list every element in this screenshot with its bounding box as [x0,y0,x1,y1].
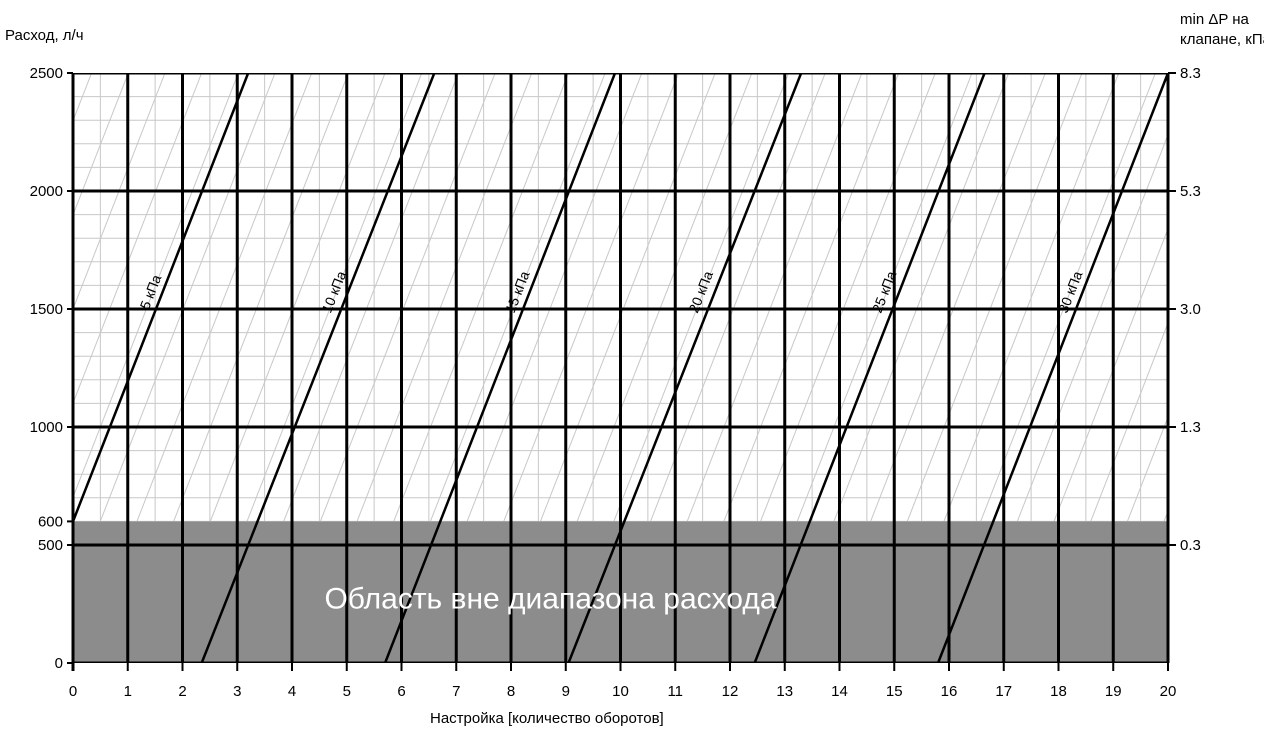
x-tick-label: 6 [397,683,405,700]
pressure-line-2 [200,73,436,663]
x-tick-label: 16 [941,683,958,700]
y2-axis-label-line1: min ΔP на [1180,11,1249,28]
y-tick-label: 1500 [30,301,63,318]
x-tick-label: 15 [886,683,903,700]
x-tick-label: 20 [1160,683,1177,700]
y-tick-label: 2500 [30,65,63,82]
x-tick-label: 12 [722,683,739,700]
y2-tick-label: 5.3 [1180,183,1201,200]
y2-tick-label: 3.0 [1180,301,1201,318]
x-tick-label: 17 [995,683,1012,700]
diagonal-guide-line [0,73,18,663]
diagonal-guide-line [1182,73,1264,663]
x-tick-label: 2 [178,683,186,700]
y-tick-label: 500 [38,537,63,554]
y2-tick-label: 8.3 [1180,65,1201,82]
x-tick-label: 11 [667,683,683,700]
diagonal-guide-line [1219,73,1264,663]
x-tick-label: 14 [831,683,848,700]
pressure-line-4 [567,73,803,663]
diagonal-guide-line [73,73,129,217]
y-tick-label: 0 [55,655,63,672]
x-tick-label: 9 [562,683,570,700]
diagonal-guide-line [73,73,239,499]
y2-axis-label-line2: клапане, кПа [1180,31,1264,48]
x-tick-label: 0 [69,683,77,700]
pressure-line-label-1: 5 кПа [136,272,164,311]
diagonal-guide-line [0,73,55,663]
y-tick-label: 600 [38,513,63,530]
x-tick-label: 18 [1050,683,1067,700]
out-of-range-label: Область вне диапазона расхода [324,583,776,616]
x-tick-label: 7 [452,683,460,700]
x-tick-label: 1 [124,683,132,700]
pressure-line-3 [383,73,617,663]
pressure-line-5 [753,73,986,663]
x-tick-label: 4 [288,683,296,700]
pressure-line-1 [73,73,250,522]
x-tick-label: 3 [233,683,241,700]
x-tick-label: 8 [507,683,515,700]
x-tick-label: 10 [612,683,629,700]
x-tick-label: 13 [776,683,793,700]
y-tick-label: 2000 [30,183,63,200]
x-tick-label: 5 [343,683,351,700]
diagonal-guide-line [73,73,203,405]
y-tick-label: 1000 [30,419,63,436]
y-axis-label: Расход, л/ч [5,27,84,44]
y2-tick-label: 1.3 [1180,419,1201,436]
plot-area [0,73,1264,663]
x-tick-label: 19 [1105,683,1122,700]
pressure-line-6 [936,73,1168,663]
x-axis-label: Настройка [количество оборотов] [430,710,664,727]
y2-tick-label: 0.3 [1180,537,1201,554]
